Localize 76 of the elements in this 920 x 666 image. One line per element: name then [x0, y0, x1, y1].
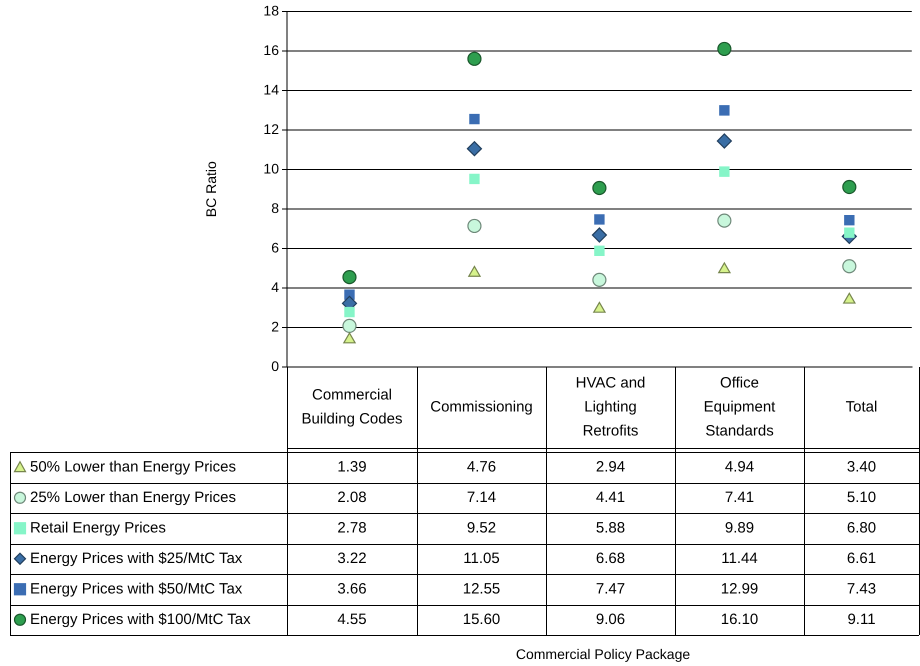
point — [344, 306, 355, 318]
point — [843, 292, 856, 304]
data-label: 7.47 — [596, 580, 626, 598]
point — [467, 218, 482, 234]
y-tick-label: 2 — [271, 318, 280, 334]
point — [594, 214, 605, 225]
y-tick-label: 4 — [271, 278, 280, 295]
data-label: 3.22 — [337, 550, 367, 567]
point — [842, 180, 856, 194]
point — [469, 174, 480, 184]
data-label: 12.55 — [462, 580, 500, 598]
data-label: 7.41 — [724, 488, 754, 506]
legend-label: Energy Prices with $50/MtC Tax — [30, 580, 243, 598]
point — [466, 141, 482, 156]
point — [469, 114, 480, 124]
point — [717, 214, 732, 228]
data-label: 6.68 — [596, 550, 626, 567]
y-tick-label: 14 — [263, 81, 280, 98]
point — [842, 259, 856, 274]
point — [844, 215, 855, 226]
y-tick-label: 18 — [263, 2, 280, 18]
legend-label: Energy Prices with $25/MtC Tax — [30, 550, 243, 567]
point — [467, 52, 482, 66]
y-axis-title: BC Ratio — [202, 160, 219, 218]
point — [592, 272, 606, 287]
data-label: 9.11 — [847, 610, 876, 628]
data-label: 1.39 — [337, 458, 367, 476]
data-label: 2.94 — [596, 458, 626, 476]
data-label: 15.60 — [462, 610, 500, 628]
data-label: 12.99 — [720, 580, 758, 598]
point — [342, 318, 357, 334]
point — [717, 42, 732, 56]
y-tick-label: 12 — [263, 120, 280, 137]
x-tick-label: Total — [846, 398, 878, 416]
point — [592, 180, 606, 196]
point — [719, 166, 730, 177]
x-tick-label: Commissioning — [430, 398, 533, 416]
data-label: 7.43 — [846, 580, 876, 598]
y-tick-label: 16 — [263, 42, 280, 58]
legend-label: 25% Lower than Energy Prices — [30, 488, 236, 506]
data-label: 6.80 — [846, 519, 876, 536]
data-label: 3.40 — [846, 458, 876, 476]
point — [342, 270, 357, 284]
data-label: 11.44 — [721, 550, 758, 567]
data-label: 5.10 — [846, 488, 876, 506]
data-label: 2.08 — [337, 488, 367, 506]
data-label: 16.10 — [720, 610, 758, 628]
data-label: 7.14 — [466, 488, 496, 506]
point — [719, 105, 730, 116]
data-label: 4.94 — [724, 458, 754, 476]
point — [592, 227, 607, 243]
data-label: 4.41 — [596, 488, 626, 506]
point — [844, 227, 855, 238]
y-tick-label: 10 — [263, 160, 280, 176]
y-tick-label: 8 — [271, 200, 280, 216]
legend-label: Energy Prices with $100/MtC Tax — [30, 610, 252, 628]
data-label: 3.66 — [337, 580, 367, 598]
x-tick-label: Commercial Building Codes — [302, 386, 402, 428]
point — [716, 133, 732, 149]
data-label: 5.88 — [596, 519, 626, 536]
data-label: 9.52 — [466, 519, 496, 536]
text: Commercial Policy Package — [516, 646, 690, 662]
data-label: 4.76 — [466, 458, 496, 476]
legend-label: 50% Lower than Energy Prices — [30, 458, 236, 476]
data-label: 4.55 — [337, 610, 367, 628]
x-tick-label: Office Equipment Standards — [704, 374, 776, 440]
data-label: 9.89 — [724, 519, 754, 536]
data-label: 2.78 — [337, 519, 367, 536]
x-tick-label: HVAC and Lighting Retrofits — [576, 374, 646, 440]
data-label: 6.61 — [846, 550, 876, 567]
point — [594, 246, 605, 256]
legend-label: Retail Energy Prices — [30, 519, 166, 536]
data-label: 11.05 — [463, 550, 500, 567]
y-tick-label: 6 — [271, 239, 280, 256]
y-tick-label: 0 — [271, 358, 280, 374]
data-label: 9.06 — [596, 610, 626, 628]
